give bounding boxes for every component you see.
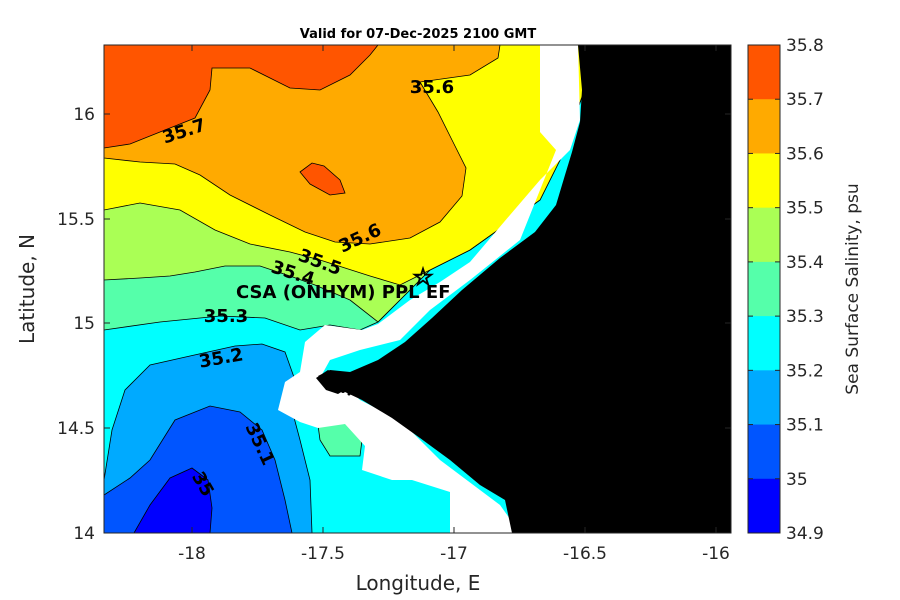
colorbar: 35.8 35.7 35.6 35.5 35.4 35.3 35.2 35.1 35 34.9 <box>748 36 824 544</box>
x-tick-label: -16 <box>702 544 730 564</box>
y-tick-label: 15 <box>73 314 95 334</box>
colorbar-tick-label: 35 <box>786 470 808 490</box>
colorbar-label: Sea Surface Salinity, psu <box>843 183 863 394</box>
y-tick-label: 15.5 <box>57 210 95 230</box>
colorbar-swatch <box>748 99 780 154</box>
colorbar-swatch <box>748 316 780 371</box>
colorbar-swatch <box>748 424 780 480</box>
salinity-blob-35.7 <box>299 162 346 196</box>
x-axis-label: Longitude, E <box>356 571 481 595</box>
colorbar-tick-label: 35.3 <box>786 307 824 327</box>
salinity-band-35.0-35.1 <box>104 405 293 533</box>
y-tick-label: 14 <box>73 524 95 544</box>
map-plot-area <box>104 45 731 533</box>
no-data-coastal-margin <box>278 45 580 533</box>
colorbar-tick-label: 35.6 <box>786 144 824 164</box>
colorbar-swatch <box>748 45 780 100</box>
y-axis-label: Latitude, N <box>15 234 39 344</box>
colorbar-tick-label: 35.8 <box>786 36 824 56</box>
salinity-band-35.7-35.8 <box>104 45 379 149</box>
x-tick-label: -17 <box>440 544 468 564</box>
y-tick-label: 16 <box>73 105 95 125</box>
contour-label-35.6-top: 35.6 <box>410 77 454 98</box>
x-tick-label: -16.5 <box>563 544 607 564</box>
cape-island <box>316 370 348 394</box>
site-label: CSA (ONHYM) PPL EF <box>236 282 451 303</box>
x-tick-label: -18 <box>178 544 206 564</box>
y-tick-label: 14.5 <box>57 419 95 439</box>
colorbar-tick-label: 35.1 <box>786 416 824 436</box>
islet <box>347 392 351 396</box>
site-star-icon: ☆ <box>412 263 434 291</box>
colorbar-tick-label: 34.9 <box>786 524 824 544</box>
colorbar-tick-label: 35.5 <box>786 199 824 219</box>
land-mass <box>318 45 731 533</box>
colorbar-tick-label: 35.4 <box>786 253 824 273</box>
contour-label-35.3: 35.3 <box>204 306 248 327</box>
plot-frame <box>103 44 732 534</box>
colorbar-frame <box>747 44 781 534</box>
y-axis <box>104 113 731 429</box>
x-axis <box>191 45 717 533</box>
colorbar-swatch <box>748 261 780 317</box>
colorbar-tick-label: 35.7 <box>786 90 824 110</box>
islet <box>341 389 345 393</box>
salinity-band-34.9-35.0 <box>133 467 213 533</box>
colorbar-swatch <box>748 153 780 209</box>
colorbar-tick-label: 35.2 <box>786 361 824 381</box>
colorbar-swatch <box>748 370 780 426</box>
colorbar-swatch <box>748 478 780 534</box>
colorbar-swatch <box>748 207 780 263</box>
x-tick-label: -17.5 <box>301 544 345 564</box>
map-title: Valid for 07-Dec-2025 2100 GMT <box>300 27 537 42</box>
